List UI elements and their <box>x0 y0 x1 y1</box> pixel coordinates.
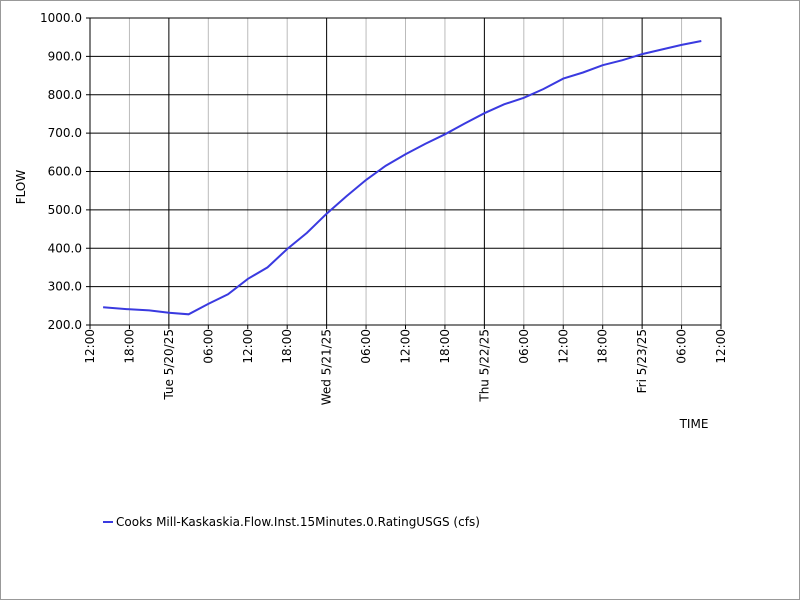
x-tick-label: Thu 5/22/25 <box>477 329 491 403</box>
plot-border <box>89 17 722 326</box>
y-tick-label: 1000.0 <box>40 11 82 25</box>
x-tick-label: 18:00 <box>280 329 294 364</box>
x-tick-label: Wed 5/21/25 <box>320 329 334 405</box>
x-tick-label: 06:00 <box>201 329 215 364</box>
x-tick-label: 12:00 <box>241 329 255 364</box>
x-axis-label: TIME <box>679 417 709 431</box>
x-tick-label: 18:00 <box>596 329 610 364</box>
y-axis-label: FLOW <box>14 170 28 205</box>
y-tick-label: 900.0 <box>48 49 82 63</box>
x-tick-label: 18:00 <box>122 329 136 364</box>
x-tick-label: Tue 5/20/25 <box>162 329 176 401</box>
x-tick-label: 06:00 <box>359 329 373 364</box>
x-tick-label: 18:00 <box>438 329 452 364</box>
y-tick-label: 800.0 <box>48 88 82 102</box>
data-line <box>103 40 702 316</box>
y-tick-label: 200.0 <box>48 318 82 332</box>
x-tick-label: 06:00 <box>675 329 689 364</box>
x-tick-label: Fri 5/23/25 <box>635 329 649 393</box>
x-tick-label: 12:00 <box>714 329 728 364</box>
x-tick-label: 06:00 <box>517 329 531 364</box>
y-tick-label: 400.0 <box>48 241 82 255</box>
y-tick-label: 700.0 <box>48 126 82 140</box>
y-tick-label: 600.0 <box>48 165 82 179</box>
y-tick-label: 500.0 <box>48 203 82 217</box>
x-tick-label: 12:00 <box>83 329 97 364</box>
x-tick-label: 12:00 <box>556 329 570 364</box>
x-tick-label: 12:00 <box>399 329 413 364</box>
legend-label: Cooks Mill-Kaskaskia.Flow.Inst.15Minutes… <box>116 515 480 529</box>
y-tick-label: 300.0 <box>48 280 82 294</box>
